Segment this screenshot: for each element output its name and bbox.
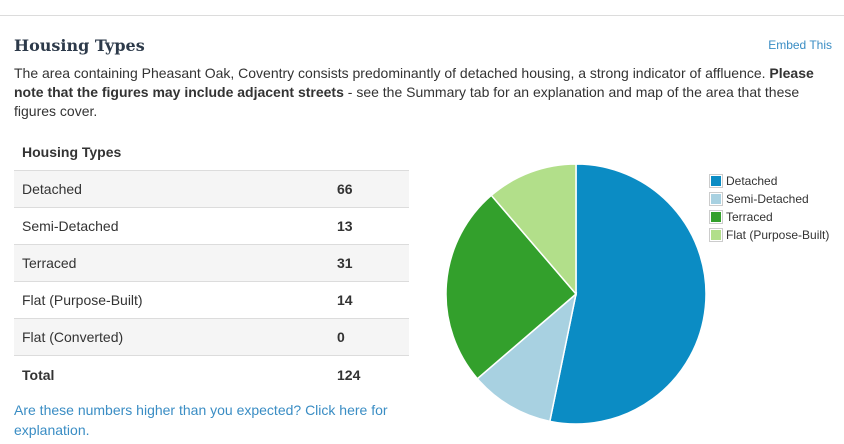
top-divider [0, 0, 844, 16]
row-value: 14 [329, 281, 409, 319]
row-label: Terraced [14, 244, 329, 282]
legend-swatch [710, 211, 722, 223]
table-header: Housing Types [14, 134, 409, 171]
explanation-link[interactable]: Are these numbers higher than you expect… [14, 402, 388, 438]
row-value: 0 [329, 318, 409, 356]
housing-pie-chart [445, 163, 707, 425]
row-value: 31 [329, 244, 409, 282]
pie-slice-terraced[interactable] [445, 194, 578, 380]
row-value: 13 [329, 207, 409, 245]
legend-label: Flat (Purpose-Built) [726, 228, 830, 242]
legend-label: Detached [726, 174, 778, 188]
legend-swatch [710, 175, 722, 187]
total-value: 124 [337, 367, 361, 383]
row-label: Detached [14, 170, 329, 208]
pie-slice-flat-purpose-built[interactable] [490, 163, 577, 297]
legend-swatch [710, 229, 722, 241]
intro-paragraph: The area containing Pheasant Oak, Covent… [14, 64, 826, 121]
legend-item[interactable]: Terraced [710, 208, 829, 226]
pie-slice-detached[interactable] [548, 163, 707, 425]
row-label: Flat (Purpose-Built) [14, 281, 329, 319]
table-row: Semi-Detached 13 [14, 207, 409, 245]
legend-label: Terraced [726, 210, 773, 224]
pie-slice-semi-detached[interactable] [476, 292, 578, 423]
row-label: Semi-Detached [14, 207, 329, 245]
intro-text: The area containing Pheasant Oak, Covent… [14, 65, 770, 81]
table-row: Flat (Converted) 0 [14, 318, 409, 356]
legend-swatch [710, 193, 722, 205]
legend-item[interactable]: Detached [710, 172, 829, 190]
legend-label: Semi-Detached [726, 192, 809, 206]
section-title: Housing Types [14, 36, 145, 55]
table-total-row: Total 124 [14, 356, 409, 395]
embed-this-link[interactable]: Embed This [768, 38, 832, 52]
table-row: Detached 66 [14, 170, 409, 208]
intro-bold-note: Please note that the figures may include… [14, 65, 814, 100]
row-value: 66 [329, 170, 409, 208]
legend-item[interactable]: Flat (Purpose-Built) [710, 226, 829, 244]
legend-item[interactable]: Semi-Detached [710, 190, 829, 208]
table-row: Flat (Purpose-Built) 14 [14, 281, 409, 319]
total-label: Total [22, 367, 55, 383]
table-row: Terraced 31 [14, 244, 409, 282]
housing-types-table: Housing Types Detached 66 Semi-Detached … [14, 134, 409, 394]
chart-legend: Detached Semi-Detached Terraced Flat (Purpo… [710, 172, 829, 244]
row-label: Flat (Converted) [14, 318, 329, 356]
intro-tail: - see the Summary tab for an explanation… [14, 84, 800, 119]
